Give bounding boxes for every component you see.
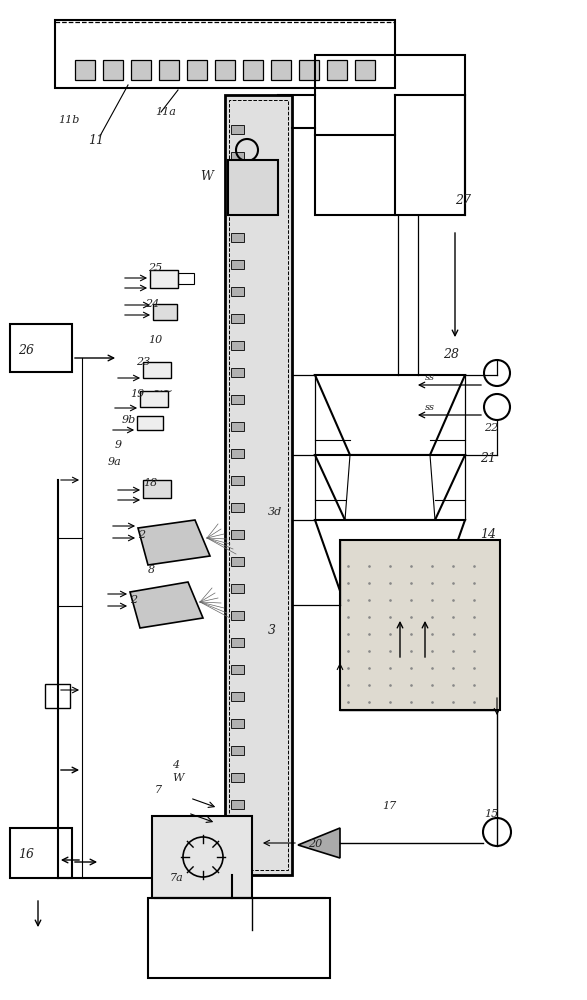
Bar (231, 827, 244, 836)
Text: 14: 14 (480, 528, 496, 542)
Text: 11b: 11b (58, 115, 79, 125)
Text: 22: 22 (484, 423, 498, 433)
Text: 28: 28 (443, 349, 459, 361)
Bar (231, 503, 244, 512)
Text: 9b: 9b (122, 415, 136, 425)
Text: 2: 2 (130, 595, 137, 605)
Bar (315, 55, 465, 215)
Text: 3d: 3d (268, 507, 282, 517)
Bar (187, 60, 207, 80)
Bar (231, 395, 244, 404)
Bar (55, 20, 395, 88)
Text: 7a: 7a (170, 873, 184, 883)
Text: W: W (172, 773, 183, 783)
Text: 9a: 9a (108, 457, 122, 467)
Bar (137, 416, 163, 430)
Text: 10: 10 (148, 335, 162, 345)
Text: 11a: 11a (155, 107, 176, 117)
Bar (10, 828, 72, 878)
Bar (231, 746, 244, 755)
Bar (231, 476, 244, 485)
Bar (231, 233, 244, 242)
Text: ~~: ~~ (153, 385, 174, 398)
Text: 11: 11 (88, 133, 104, 146)
Bar (148, 898, 330, 978)
Bar (229, 100, 288, 870)
Bar (150, 270, 178, 288)
Bar (231, 719, 244, 728)
Bar (231, 152, 244, 161)
Text: W: W (200, 169, 213, 182)
Bar (231, 665, 244, 674)
Bar (231, 557, 244, 566)
Bar (143, 480, 171, 498)
Text: 20: 20 (308, 839, 322, 849)
Text: 15: 15 (484, 809, 498, 819)
Text: 27: 27 (455, 194, 471, 207)
Bar (299, 60, 319, 80)
Bar (340, 540, 500, 710)
Text: 21: 21 (480, 452, 496, 464)
Polygon shape (130, 582, 203, 628)
Bar (231, 692, 244, 701)
Text: 24: 24 (145, 299, 159, 309)
Text: 8: 8 (148, 565, 155, 575)
Bar (231, 206, 244, 215)
Bar (243, 60, 263, 80)
Bar (231, 314, 244, 323)
Bar (355, 60, 375, 80)
Text: 7: 7 (155, 785, 162, 795)
Bar (231, 611, 244, 620)
Text: 26: 26 (18, 344, 34, 357)
Bar (225, 95, 292, 875)
Text: ss: ss (425, 373, 435, 382)
Bar (231, 449, 244, 458)
Polygon shape (315, 455, 465, 520)
Bar (231, 287, 244, 296)
Bar (152, 816, 252, 898)
Bar (143, 362, 171, 378)
Bar (131, 60, 151, 80)
Bar (231, 260, 244, 269)
Text: 23: 23 (136, 357, 150, 367)
Text: 3: 3 (268, 624, 276, 637)
Text: 25: 25 (148, 263, 162, 273)
Text: 19: 19 (130, 389, 144, 399)
Text: 9: 9 (115, 440, 122, 450)
Polygon shape (315, 520, 465, 605)
Bar (231, 773, 244, 782)
Text: ss: ss (425, 403, 435, 412)
Bar (228, 160, 278, 215)
Bar (153, 304, 177, 320)
Text: 17: 17 (382, 801, 396, 811)
Bar (231, 368, 244, 377)
Bar (231, 584, 244, 593)
Polygon shape (315, 375, 465, 455)
Text: 4: 4 (172, 760, 179, 770)
Polygon shape (138, 520, 210, 565)
Text: 18: 18 (143, 478, 157, 488)
Bar (140, 391, 168, 407)
Bar (75, 60, 95, 80)
Bar (231, 530, 244, 539)
Bar (159, 60, 179, 80)
Text: 2: 2 (138, 530, 145, 540)
Bar (215, 60, 235, 80)
Bar (271, 60, 291, 80)
Bar (10, 324, 72, 372)
Bar (231, 341, 244, 350)
Bar (327, 60, 347, 80)
Text: 16: 16 (18, 848, 34, 861)
Bar (178, 273, 194, 284)
Polygon shape (298, 828, 340, 858)
Bar (45, 684, 70, 708)
Bar (103, 60, 123, 80)
Bar (231, 125, 244, 134)
Bar (231, 800, 244, 809)
Bar (231, 422, 244, 431)
Bar (231, 179, 244, 188)
Bar (231, 638, 244, 647)
Bar (231, 854, 244, 863)
